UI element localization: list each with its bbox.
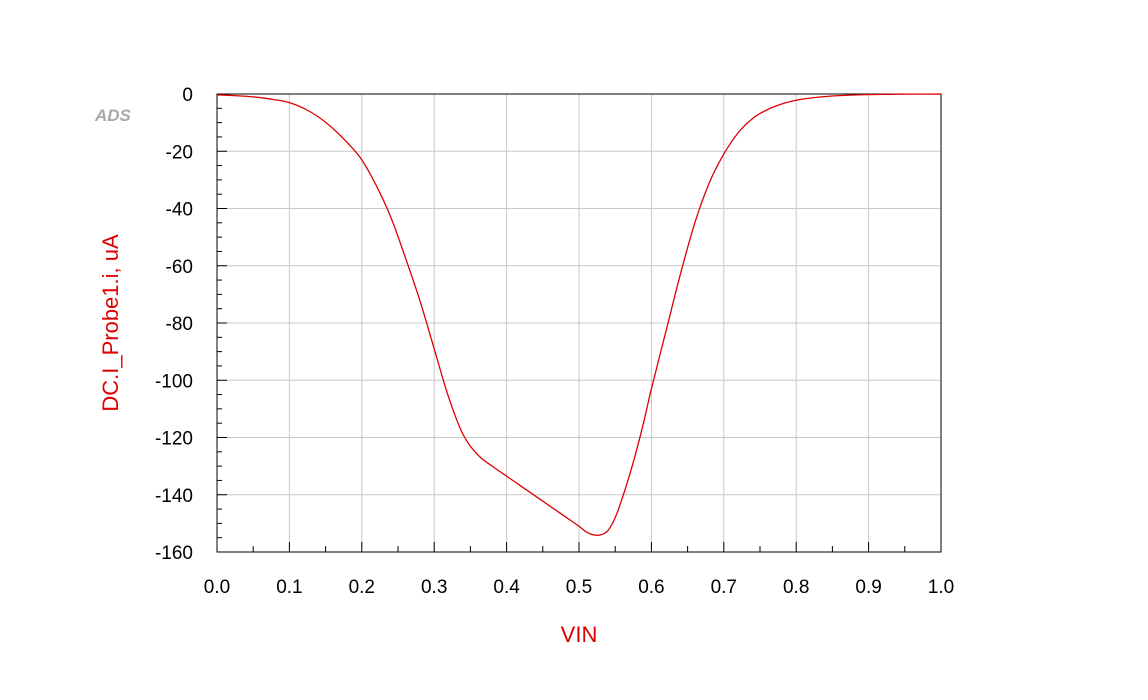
ads-watermark: ADS	[94, 106, 132, 125]
x-tick-label: 0.3	[421, 577, 447, 598]
x-tick-label: 0.6	[638, 577, 664, 598]
y-tick-label: 0	[182, 85, 193, 106]
y-tick-label: -80	[166, 314, 193, 335]
y-tick-labels: 0 -20 -40 -60 -80 -100 -120 -140 -160	[155, 85, 193, 564]
y-tick-label: -100	[155, 371, 193, 392]
x-tick-label: 0.8	[783, 577, 809, 598]
x-axis-label: VIN	[561, 622, 598, 647]
x-tick-label: 0.4	[493, 577, 520, 598]
y-tick-label: -20	[166, 142, 193, 163]
y-tick-label: -120	[155, 429, 193, 450]
x-tick-label: 0.5	[566, 577, 592, 598]
y-tick-label: -40	[166, 200, 193, 221]
y-axis-label: DC.I_Probe1.i, uA	[98, 234, 123, 412]
grid-lines	[217, 94, 941, 552]
y-tick-label: -60	[166, 257, 193, 278]
x-tick-label: 0.1	[276, 577, 302, 598]
y-tick-label: -160	[155, 543, 193, 564]
x-tick-label: 0.9	[855, 577, 881, 598]
x-tick-label: 0.0	[204, 577, 230, 598]
x-tick-label: 0.2	[349, 577, 375, 598]
x-tick-labels: 0.0 0.1 0.2 0.3 0.4 0.5 0.6 0.7 0.8 0.9 1.0	[204, 577, 954, 598]
x-tick-label: 1.0	[928, 577, 954, 598]
x-tick-label: 0.7	[711, 577, 737, 598]
plot-frame	[216, 93, 942, 553]
y-tick-label: -140	[155, 486, 193, 507]
series-line	[216, 93, 942, 536]
